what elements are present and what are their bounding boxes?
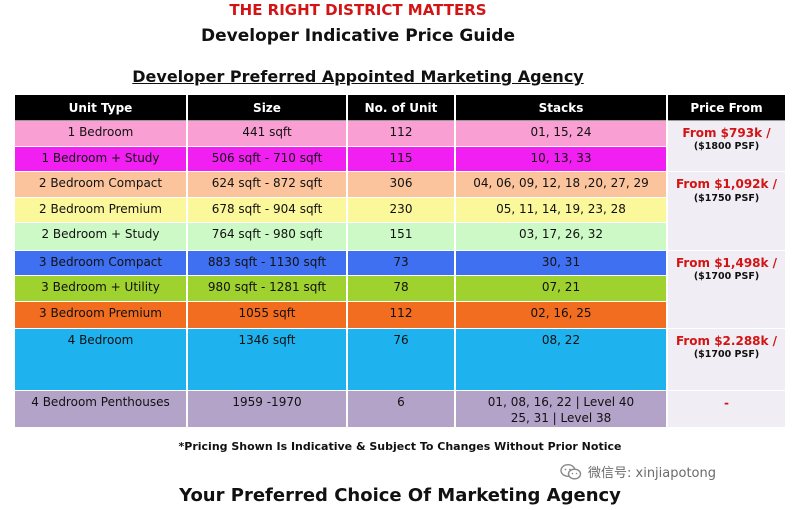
table-row: 2 Bedroom Compact 624 sqft - 872 sqft 30… bbox=[15, 171, 785, 251]
kicker-heading: THE RIGHT DISTRICT MATTERS bbox=[229, 1, 487, 19]
col-header-stacks: Stacks bbox=[454, 95, 667, 121]
wechat-watermark: 微信号: xinjiapotong bbox=[560, 462, 716, 481]
table-row: 2 Bedroom Premium 678 sqft - 904 sqft 23… bbox=[15, 196, 785, 223]
col-header-size: Size bbox=[186, 95, 347, 121]
stacks-cell: 10, 13, 33 bbox=[454, 146, 667, 172]
units-cell: 306 bbox=[346, 171, 455, 198]
units-cell: 73 bbox=[346, 250, 455, 276]
psf-value: ($1700 PSF) bbox=[693, 349, 760, 361]
size-cell: 678 sqft - 904 sqft bbox=[186, 196, 347, 223]
psf-value: ($1700 PSF) bbox=[693, 271, 760, 283]
units-cell: 230 bbox=[346, 196, 455, 223]
col-header-unit-type: Unit Type bbox=[15, 95, 187, 121]
table-row: 1 Bedroom 441 sqft 112 01, 15, 24 From $… bbox=[15, 119, 785, 172]
psf-value: ($1800 PSF) bbox=[693, 141, 760, 153]
disclaimer-note: *Pricing Shown Is Indicative & Subject T… bbox=[178, 440, 622, 453]
size-cell: 980 sqft - 1281 sqft bbox=[186, 275, 347, 302]
stacks-cell: 01, 08, 16, 22 | Level 40 25, 31 | Level… bbox=[454, 390, 667, 427]
units-cell: 6 bbox=[346, 390, 455, 427]
stacks-cell: 05, 11, 14, 19, 23, 28 bbox=[454, 196, 667, 223]
price-cell: - bbox=[666, 390, 785, 427]
units-cell: 78 bbox=[346, 275, 455, 302]
col-header-price: Price From bbox=[666, 95, 785, 121]
wechat-icon bbox=[560, 463, 582, 480]
price-guide-table: Unit Type Size No. of Unit Stacks Price … bbox=[15, 95, 785, 427]
stacks-cell: 03, 17, 26, 32 bbox=[454, 221, 667, 251]
unit-type-cell: 1 Bedroom bbox=[15, 119, 187, 147]
table-header-row: Unit Type Size No. of Unit Stacks Price … bbox=[15, 95, 785, 121]
price-value: From $793k / bbox=[682, 126, 771, 140]
price-value: From $2.288k / bbox=[675, 333, 778, 348]
col-header-units: No. of Unit bbox=[346, 95, 455, 121]
unit-type-cell: 4 Bedroom Penthouses bbox=[15, 390, 187, 427]
stacks-cell: 04, 06, 09, 12, 18 ,20, 27, 29 bbox=[454, 171, 667, 198]
size-cell: 1346 sqft bbox=[186, 327, 347, 391]
unit-type-cell: 4 Bedroom bbox=[15, 327, 187, 391]
units-cell: 151 bbox=[346, 221, 455, 251]
size-cell: 506 sqft - 710 sqft bbox=[186, 146, 347, 172]
stacks-line: 25, 31 | Level 38 bbox=[510, 410, 612, 425]
table-row: 3 Bedroom Compact 883 sqft - 1130 sqft 7… bbox=[15, 250, 785, 329]
price-value: - bbox=[724, 396, 729, 411]
stacks-line: 01, 08, 16, 22 | Level 40 bbox=[487, 395, 635, 410]
table-row: 3 Bedroom Premium 1055 sqft 112 02, 16, … bbox=[15, 300, 785, 329]
stacks-cell: 30, 31 bbox=[454, 250, 667, 276]
unit-type-cell: 1 Bedroom + Study bbox=[15, 146, 187, 172]
table-row: 4 Bedroom Penthouses 1959 -1970 6 01, 08… bbox=[15, 390, 785, 427]
footer-tagline: Your Preferred Choice Of Marketing Agenc… bbox=[179, 485, 621, 506]
unit-type-cell: 3 Bedroom Premium bbox=[15, 300, 187, 329]
size-cell: 1959 -1970 bbox=[186, 390, 347, 427]
price-cell: From $1,498k / ($1700 PSF) bbox=[666, 250, 785, 329]
unit-type-cell: 2 Bedroom Compact bbox=[15, 171, 187, 198]
units-cell: 112 bbox=[346, 119, 455, 147]
page-title: Developer Indicative Price Guide bbox=[201, 26, 515, 46]
wechat-id-text: 微信号: xinjiapotong bbox=[588, 466, 716, 481]
price-cell: From $1,092k / ($1750 PSF) bbox=[666, 171, 785, 251]
size-cell: 1055 sqft bbox=[186, 300, 347, 329]
price-value: From $1,092k / bbox=[675, 177, 778, 192]
unit-type-cell: 2 Bedroom + Study bbox=[15, 221, 187, 251]
price-value: From $1,498k / bbox=[675, 256, 778, 271]
stacks-cell: 01, 15, 24 bbox=[454, 119, 667, 147]
units-cell: 115 bbox=[346, 146, 455, 172]
stacks-cell: 08, 22 bbox=[454, 327, 667, 391]
table-row: 1 Bedroom + Study 506 sqft - 710 sqft 11… bbox=[15, 146, 785, 172]
unit-type-cell: 2 Bedroom Premium bbox=[15, 196, 187, 223]
price-cell: From $2.288k / ($1700 PSF) bbox=[666, 327, 785, 391]
unit-type-cell: 3 Bedroom Compact bbox=[15, 250, 187, 276]
table-row: 2 Bedroom + Study 764 sqft - 980 sqft 15… bbox=[15, 221, 785, 251]
stacks-cell: 07, 21 bbox=[454, 275, 667, 302]
table-row: 3 Bedroom + Utility 980 sqft - 1281 sqft… bbox=[15, 275, 785, 302]
unit-type-cell: 3 Bedroom + Utility bbox=[15, 275, 187, 302]
price-cell: From $793k / ($1800 PSF) bbox=[666, 119, 785, 172]
stacks-cell: 02, 16, 25 bbox=[454, 300, 667, 329]
page-subtitle: Developer Preferred Appointed Marketing … bbox=[132, 67, 584, 86]
table-row: 4 Bedroom 1346 sqft 76 08, 22 From $2.28… bbox=[15, 327, 785, 391]
size-cell: 624 sqft - 872 sqft bbox=[186, 171, 347, 198]
size-cell: 441 sqft bbox=[186, 119, 347, 147]
units-cell: 76 bbox=[346, 327, 455, 391]
size-cell: 883 sqft - 1130 sqft bbox=[186, 250, 347, 276]
size-cell: 764 sqft - 980 sqft bbox=[186, 221, 347, 251]
psf-value: ($1750 PSF) bbox=[693, 192, 760, 204]
units-cell: 112 bbox=[346, 300, 455, 329]
